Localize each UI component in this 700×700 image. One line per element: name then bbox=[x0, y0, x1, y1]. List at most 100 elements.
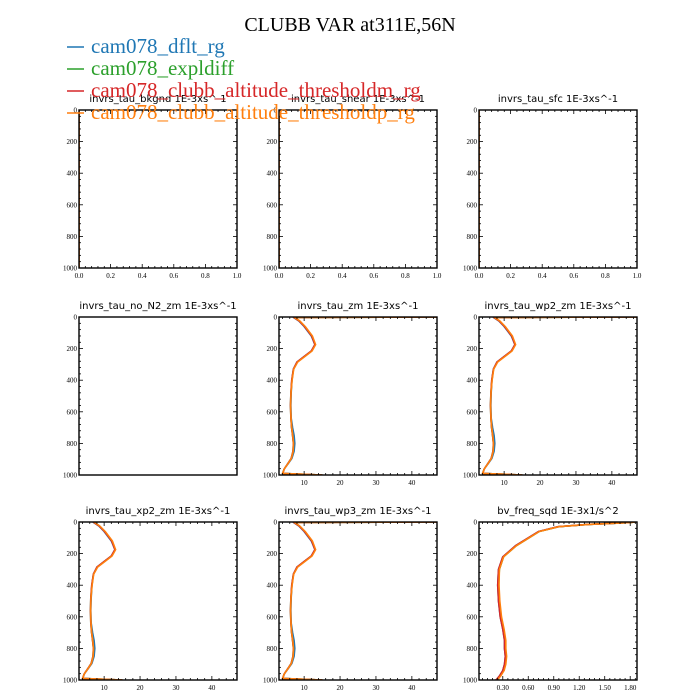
y-tick-label: 1000 bbox=[463, 472, 478, 480]
x-tick-label: 10 bbox=[301, 684, 309, 692]
panel-5: invrs_tau_zm 1E-3xs^-1 0 200 400 600 800 1000 1… bbox=[263, 301, 438, 487]
x-tick-label: 0.8 bbox=[601, 272, 610, 280]
y-tick-label: 1000 bbox=[63, 472, 78, 480]
y-tick-label: 0 bbox=[474, 314, 478, 322]
y-tick-label: 800 bbox=[467, 440, 478, 448]
series-group bbox=[281, 522, 437, 680]
y-tick-label: 400 bbox=[67, 377, 78, 385]
y-tick-label: 600 bbox=[267, 408, 278, 416]
series-line-1 bbox=[81, 522, 123, 680]
y-tick-label: 800 bbox=[467, 645, 478, 653]
panel-2: invrs_tau_shear 1E-3xs^-1 0 200 400 600 800 10… bbox=[263, 94, 442, 280]
plot-frame bbox=[78, 521, 238, 681]
panel-title: invrs_tau_zm 1E-3xs^-1 bbox=[297, 301, 418, 312]
y-tick-label: 200 bbox=[267, 138, 278, 146]
x-tick-label: 0.90 bbox=[548, 684, 561, 692]
x-tick-label: 10 bbox=[101, 684, 109, 692]
legend-label: cam078_expldiff bbox=[91, 56, 234, 80]
y-tick-label: 0 bbox=[74, 107, 78, 115]
legend-label: cam078_clubb_altitude_thresholdp_rg bbox=[91, 100, 415, 124]
y-tick-label: 800 bbox=[267, 233, 278, 241]
y-tick-label: 600 bbox=[467, 613, 478, 621]
series-line-3 bbox=[481, 317, 637, 475]
x-tick-label: 0.60 bbox=[522, 684, 535, 692]
series-line-2 bbox=[81, 522, 123, 680]
panel-7: invrs_tau_xp2_zm 1E-3xs^-1 0 200 400 600 800 1… bbox=[63, 506, 238, 692]
panel-3: invrs_tau_sfc 1E-3xs^-1 0 200 400 600 800 1000… bbox=[463, 94, 642, 280]
y-tick-label: 0 bbox=[74, 314, 78, 322]
x-tick-label: 0.6 bbox=[169, 272, 178, 280]
x-tick-label: 10 bbox=[501, 479, 509, 487]
plot-frame bbox=[478, 109, 638, 269]
y-tick-label: 400 bbox=[267, 377, 278, 385]
y-tick-label: 800 bbox=[67, 233, 78, 241]
y-tick-label: 800 bbox=[267, 440, 278, 448]
y-tick-label: 400 bbox=[467, 377, 478, 385]
series-line-4 bbox=[281, 317, 437, 475]
y-tick-label: 600 bbox=[467, 408, 478, 416]
y-tick-label: 600 bbox=[67, 613, 78, 621]
y-tick-label: 1000 bbox=[63, 265, 78, 273]
x-tick-label: 40 bbox=[608, 479, 616, 487]
x-tick-label: 30 bbox=[572, 479, 580, 487]
series-line-4 bbox=[481, 317, 637, 475]
y-tick-label: 400 bbox=[467, 170, 478, 178]
figure-title: CLUBB VAR at311E,56N bbox=[244, 14, 455, 36]
series-group bbox=[81, 522, 123, 680]
y-tick-label: 400 bbox=[467, 582, 478, 590]
plot-frame bbox=[278, 109, 438, 269]
panel-title: invrs_tau_bkgnd 1E-3xs^-1 bbox=[89, 94, 226, 105]
y-tick-label: 800 bbox=[267, 645, 278, 653]
panel-title: invrs_tau_shear 1E-3xs^-1 bbox=[291, 94, 425, 105]
x-tick-label: 20 bbox=[337, 479, 345, 487]
y-tick-label: 400 bbox=[67, 170, 78, 178]
y-tick-label: 0 bbox=[274, 314, 278, 322]
x-tick-label: 1.20 bbox=[573, 684, 586, 692]
x-tick-label: 20 bbox=[537, 479, 545, 487]
x-tick-label: 40 bbox=[408, 684, 416, 692]
y-tick-label: 0 bbox=[274, 107, 278, 115]
x-tick-label: 0.2 bbox=[106, 272, 115, 280]
x-tick-label: 20 bbox=[137, 684, 145, 692]
y-tick-label: 0 bbox=[74, 519, 78, 527]
y-tick-label: 200 bbox=[467, 138, 478, 146]
series-line-2 bbox=[281, 522, 437, 680]
x-tick-label: 0.8 bbox=[401, 272, 410, 280]
y-tick-label: 200 bbox=[67, 345, 78, 353]
x-tick-label: 0.0 bbox=[475, 272, 484, 280]
panels: invrs_tau_bkgnd 1E-3xs^-1020040060080010… bbox=[63, 94, 642, 692]
panel-1: invrs_tau_bkgnd 1E-3xs^-1 0 200 400 600 800 10… bbox=[63, 94, 242, 280]
y-tick-label: 200 bbox=[467, 550, 478, 558]
panel-title: invrs_tau_wp3_zm 1E-3xs^-1 bbox=[285, 506, 432, 517]
x-tick-label: 1.50 bbox=[599, 684, 612, 692]
series-line-1 bbox=[481, 317, 637, 475]
y-tick-label: 600 bbox=[267, 613, 278, 621]
plot-frame bbox=[278, 316, 438, 476]
series-group bbox=[495, 522, 637, 680]
y-tick-label: 0 bbox=[474, 107, 478, 115]
panel-8: invrs_tau_wp3_zm 1E-3xs^-1 0 200 400 600 800 1… bbox=[263, 506, 438, 692]
y-tick-label: 600 bbox=[67, 201, 78, 209]
series-line-4 bbox=[496, 522, 637, 680]
y-tick-label: 800 bbox=[467, 233, 478, 241]
y-tick-label: 800 bbox=[67, 645, 78, 653]
x-tick-label: 40 bbox=[408, 479, 416, 487]
x-tick-label: 0.4 bbox=[538, 272, 547, 280]
plot-frame bbox=[78, 316, 238, 476]
series-line-3 bbox=[281, 522, 437, 680]
x-tick-label: 30 bbox=[372, 479, 380, 487]
x-tick-label: 1.0 bbox=[633, 272, 642, 280]
y-tick-label: 1000 bbox=[263, 265, 278, 273]
x-tick-label: 0.4 bbox=[138, 272, 147, 280]
y-tick-label: 600 bbox=[467, 201, 478, 209]
x-tick-label: 1.0 bbox=[433, 272, 442, 280]
x-tick-label: 0.2 bbox=[306, 272, 315, 280]
x-tick-label: 1.0 bbox=[233, 272, 242, 280]
panel-title: invrs_tau_xp2_zm 1E-3xs^-1 bbox=[86, 506, 231, 517]
x-tick-label: 30 bbox=[172, 684, 180, 692]
series-line-1 bbox=[281, 522, 437, 680]
series-group bbox=[481, 317, 637, 475]
x-tick-label: 0.2 bbox=[506, 272, 515, 280]
y-tick-label: 200 bbox=[467, 345, 478, 353]
